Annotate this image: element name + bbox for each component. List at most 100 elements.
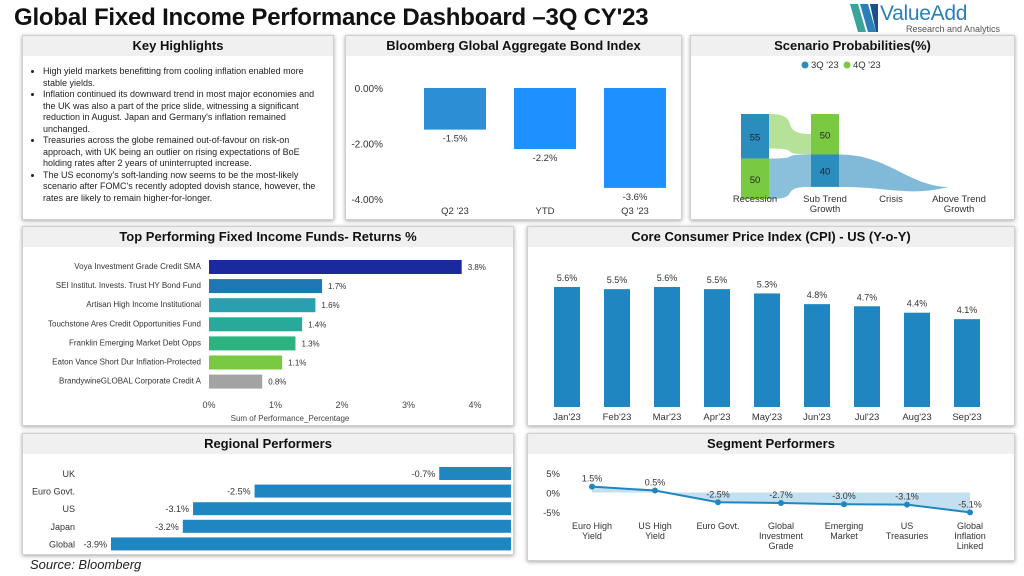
funds-chart: Voya Investment Grade Credit SMA 3.8% SEI … — [48, 260, 486, 423]
data-label: 0.8% — [268, 378, 286, 387]
highlight-item: Treasuries across the globe remained out… — [43, 135, 327, 170]
x-tick-label: 3% — [402, 400, 415, 410]
x-tick-label: Q3 '23 — [621, 206, 649, 217]
x-tick-label: 0% — [202, 400, 215, 410]
panel-title: Core Consumer Price Index (CPI) - US (Y-… — [528, 227, 1014, 247]
y-tick-label: 0.00% — [355, 84, 383, 95]
category-label: Global — [49, 539, 75, 549]
x-tick-label: YTD — [536, 206, 555, 217]
bar — [424, 88, 486, 130]
cpi-panel: Core Consumer Price Index (CPI) - US (Y-… — [527, 226, 1015, 426]
bloomberg-chart: 0.00% -2.00% -4.00% -1.5% Q2 '23 -2.2% YTD -3.6… — [351, 84, 666, 217]
category-label: Touchstone Ares Credit Opportunities Fun… — [48, 319, 201, 328]
segment-panel: Segment Performers 5% 0% -5% 1.5% 0.5% -2.5% -… — [527, 433, 1015, 561]
data-label: 5.5% — [707, 275, 728, 285]
x-tick-label: 4% — [468, 400, 481, 410]
category-label: Yield — [645, 531, 665, 541]
regional-chart: UK -0.7% Euro Govt. -2.5% US -3.1% Japan -3.2% G… — [32, 467, 512, 551]
panel-title: Scenario Probabilities(%) — [691, 36, 1014, 56]
x-tick-label: Aug'23 — [902, 412, 931, 423]
category-label: SEI Institut. Invests. Trust HY Bond Fun… — [56, 281, 201, 290]
data-point — [967, 509, 973, 516]
data-label: -3.0% — [832, 491, 856, 501]
bar — [254, 484, 512, 498]
x-tick-label: Apr'23 — [703, 412, 730, 423]
bar — [209, 279, 323, 294]
category-label: Euro Govt. — [696, 521, 739, 531]
panel-title: Segment Performers — [528, 434, 1014, 454]
y-tick-label: -5% — [543, 508, 560, 519]
regional-panel: Regional Performers UK -0.7% Euro Govt. -2.… — [22, 433, 514, 555]
bar — [604, 88, 666, 188]
segment-chart: 5% 0% -5% 1.5% 0.5% -2.5% -2.7% -3.0% -3.1% -5.1%… — [543, 469, 986, 551]
panel-title: Regional Performers — [23, 434, 513, 454]
legend-marker — [801, 61, 809, 69]
data-label: -5.1% — [958, 499, 982, 509]
x-tick-label: Q2 '23 — [441, 206, 469, 217]
data-label: -2.2% — [533, 153, 558, 164]
node-subtrend-4q — [811, 114, 839, 155]
data-label: -3.9% — [83, 539, 107, 549]
highlights-list: High yield markets benefitting from cool… — [31, 66, 327, 204]
bar — [954, 319, 980, 407]
x-tick-label: Jul'23 — [855, 412, 880, 423]
key-highlights-panel: Key Highlights High yield markets benefi… — [22, 35, 334, 220]
data-label: 5.6% — [557, 273, 578, 283]
x-tick-label: Jan'23 — [553, 412, 581, 423]
data-label: 5.6% — [657, 273, 678, 283]
funds-panel: Top Performing Fixed Income Funds- Retur… — [22, 226, 514, 426]
flow — [839, 154, 949, 192]
bar — [209, 317, 303, 332]
legend-label: 4Q '23 — [853, 60, 881, 71]
y-tick-label: -2.00% — [351, 140, 383, 151]
bar — [854, 306, 880, 407]
x-tick-label: 2% — [335, 400, 348, 410]
bar — [514, 88, 576, 150]
category-label: Sub Trend — [803, 194, 847, 205]
data-label: -1.5% — [443, 134, 468, 145]
data-label: -0.7% — [412, 469, 436, 479]
data-label: 50 — [820, 130, 831, 141]
data-label: -3.1% — [895, 492, 919, 502]
bar — [654, 287, 680, 407]
data-label: -2.5% — [227, 487, 251, 497]
category-label: Growth — [944, 204, 975, 215]
category-label: US — [901, 521, 914, 531]
bar — [439, 467, 511, 480]
legend-marker — [843, 61, 851, 69]
x-tick-label: Feb'23 — [603, 412, 632, 423]
data-label: 4.1% — [957, 305, 978, 315]
category-label: Euro Govt. — [32, 487, 75, 497]
data-label: -3.1% — [166, 504, 190, 514]
data-point — [904, 501, 910, 508]
data-label: -2.7% — [769, 490, 793, 500]
node-recession-3q — [741, 114, 769, 159]
bar — [209, 298, 316, 313]
area-fill — [592, 486, 970, 513]
bar — [182, 519, 512, 533]
node-subtrend-3q — [811, 154, 839, 187]
category-label: Yield — [582, 531, 602, 541]
category-label: Investment — [759, 531, 804, 541]
data-label: 5.3% — [757, 279, 778, 289]
x-tick-label: 1% — [269, 400, 282, 410]
category-label: Growth — [810, 204, 841, 215]
data-label: 3.8% — [468, 263, 486, 272]
category-label: Emerging — [825, 521, 864, 531]
data-label: 1.4% — [308, 320, 326, 329]
category-label: Grade — [768, 541, 793, 551]
category-label: Inflation — [954, 531, 986, 541]
x-axis-label: Sum of Performance_Percentage — [231, 414, 350, 423]
category-label: Voya Investment Grade Credit SMA — [74, 262, 201, 271]
bar — [193, 502, 512, 516]
data-label: 5.5% — [607, 275, 628, 285]
dashboard-title: Global Fixed Income Performance Dashboar… — [14, 4, 649, 31]
x-tick-label: Jun'23 — [803, 412, 831, 423]
data-label: 50 — [750, 175, 761, 186]
bar — [754, 293, 780, 407]
category-label: Above Trend — [932, 194, 986, 205]
category-label: UK — [62, 469, 75, 479]
data-label: 1.5% — [582, 474, 603, 484]
source-note: Source: Bloomberg — [30, 557, 142, 572]
